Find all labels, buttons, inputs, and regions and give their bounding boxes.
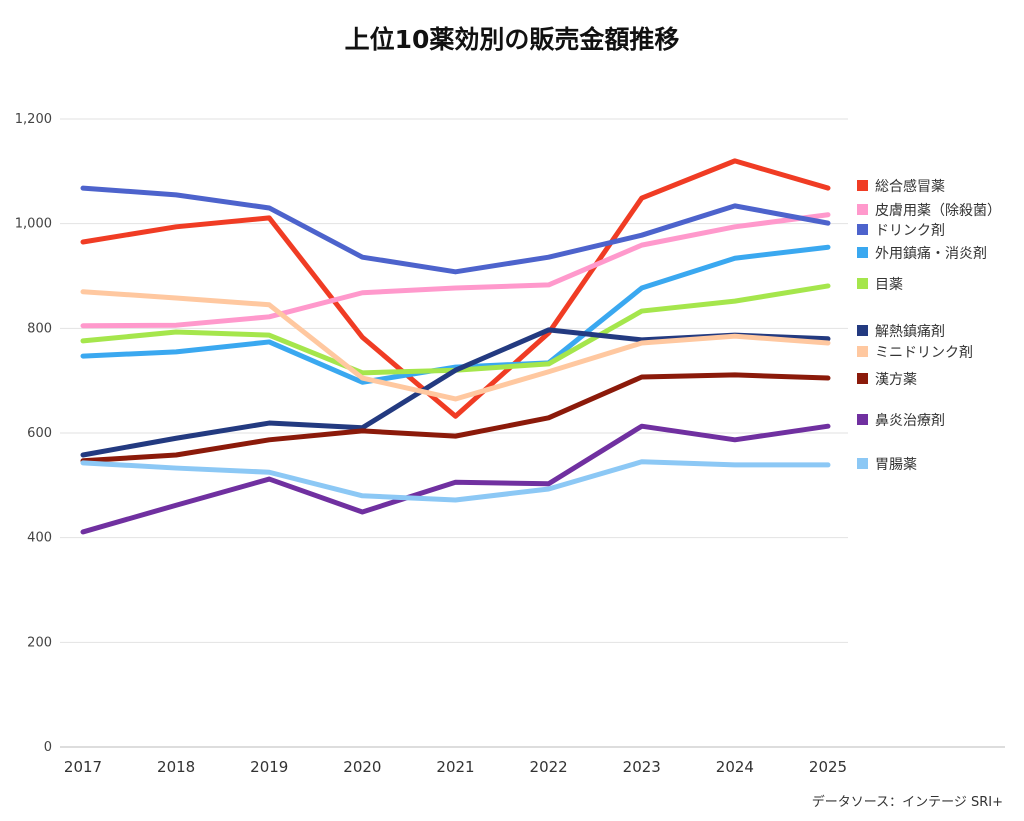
x-tick-label: 2017 [64,758,102,776]
legend-swatch [857,224,868,235]
legend-label: ミニドリンク剤 [875,345,973,361]
legend-item: 解熱鎮痛剤 [857,323,945,340]
x-tick-label: 2023 [623,758,661,776]
series-line-9 [80,459,831,503]
x-tick-label: 2019 [250,758,288,776]
series-line-1 [80,212,831,329]
legend-item: 目薬 [857,277,903,293]
legend-swatch [857,278,868,289]
y-tick-label: 600 [27,426,52,441]
legend-swatch [857,180,868,191]
series-line-7 [80,372,831,464]
x-tick-label: 2022 [530,758,568,776]
x-tick-label: 2018 [157,758,195,776]
legend-swatch [857,414,868,425]
legend-item: ミニドリンク剤 [857,345,973,361]
legend-label: 解熱鎮痛剤 [875,323,945,340]
source-note: データソース：インテージ SRI+ [812,794,1003,810]
y-tick-label: 800 [27,321,52,336]
series-line-2 [80,185,831,275]
x-tick-label: 2024 [716,758,754,776]
series-line-3 [80,244,831,385]
legend-label: ドリンク剤 [875,223,945,239]
series-lines [80,158,831,535]
legend-swatch [857,204,868,215]
legend-label: 皮膚用薬（除殺菌） [875,203,1001,219]
legend-swatch [857,373,868,384]
y-tick-label: 200 [27,635,52,650]
x-tick-label: 2021 [436,758,474,776]
legend-label: 胃腸薬 [875,457,917,473]
legend-item: 漢方薬 [857,372,917,388]
legend-swatch [857,325,868,336]
legend-item: 総合感冒薬 [857,178,945,195]
legend-swatch [857,346,868,357]
chart-title: 上位10薬効別の販売金額推移 [345,25,680,54]
x-axis: 2017 2018 2019 2020 2021 2022 2023 2024 2025 [64,758,847,776]
legend-item: 胃腸薬 [857,457,917,473]
y-tick-label: 1,000 [15,217,52,232]
series-line-6 [80,289,831,402]
legend-item: 外用鎮痛・消炎剤 [857,245,987,262]
x-tick-label: 2020 [343,758,381,776]
y-axis: 0 200 400 600 800 1,000 1,200 [15,112,52,755]
y-tick-label: 1,200 [15,112,52,127]
legend-label: 外用鎮痛・消炎剤 [875,245,987,262]
legend-swatch [857,458,868,469]
legend-item: 鼻炎治療剤 [857,412,945,429]
legend-item: 皮膚用薬（除殺菌） [857,203,1001,219]
y-tick-label: 400 [27,531,52,546]
series-line-8 [80,423,831,535]
y-tick-label: 0 [44,740,52,755]
x-tick-label: 2025 [809,758,847,776]
legend-label: 総合感冒薬 [875,178,945,195]
legend-label: 目薬 [875,277,903,293]
series-line-0 [80,158,831,419]
legend-label: 漢方薬 [875,372,917,388]
legend-label: 鼻炎治療剤 [875,412,945,429]
legend-swatch [857,247,868,258]
legend-item: ドリンク剤 [857,223,945,239]
